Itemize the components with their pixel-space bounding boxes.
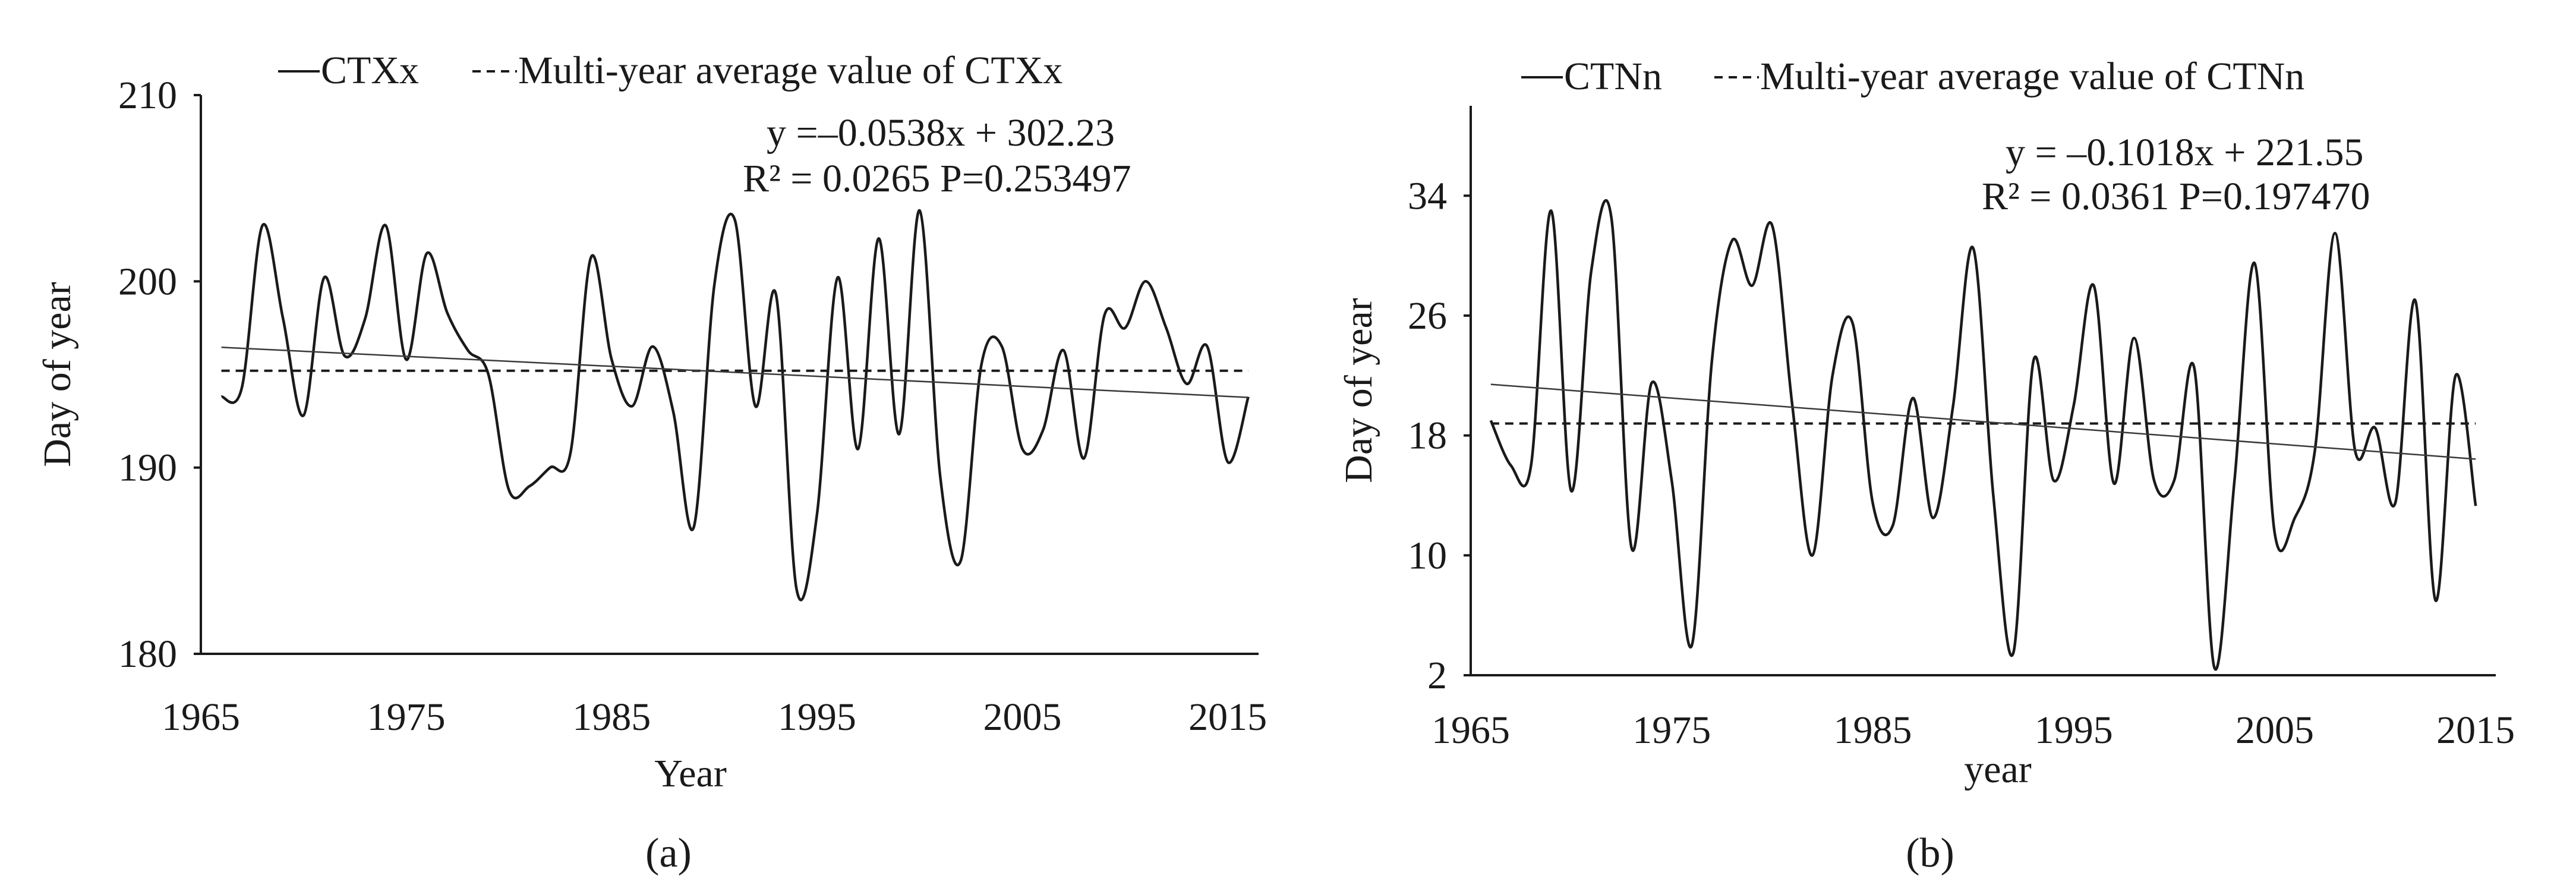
y-tick-label: 210 bbox=[118, 74, 177, 117]
trendline-a bbox=[221, 347, 1248, 398]
x-tick-label: 1985 bbox=[572, 695, 651, 739]
y-tick-label: 26 bbox=[1408, 294, 1447, 338]
y-tick-label: 34 bbox=[1408, 174, 1447, 218]
regression-stats: R² = 0.0361 P=0.197470 bbox=[1982, 175, 2370, 218]
series-line-ctxx bbox=[220, 209, 1250, 602]
x-tick-label: 1965 bbox=[162, 695, 240, 739]
x-tick-label: 1965 bbox=[1432, 709, 1510, 752]
regression-equation: y =–0.0538x + 302.23 bbox=[767, 111, 1115, 155]
y-tick-label: 180 bbox=[118, 632, 177, 676]
y-tick-label: 2 bbox=[1427, 654, 1447, 697]
regression-stats: R² = 0.0265 P=0.253497 bbox=[743, 157, 1131, 200]
regression-equation: y = –0.1018x + 221.55 bbox=[2006, 131, 2363, 174]
x-tick-label: 1995 bbox=[2035, 709, 2113, 752]
y-axis-title: Day of year bbox=[36, 282, 79, 467]
x-tick-label: 2005 bbox=[2236, 709, 2314, 752]
x-tick-label: 1975 bbox=[1632, 709, 1711, 752]
y-tick-label: 18 bbox=[1408, 414, 1447, 458]
x-tick-label: 2005 bbox=[983, 695, 1062, 739]
chart-panel-a: 180 190 200 210 1965 1975 1985 1995 2005 2015 Year… bbox=[36, 49, 1267, 876]
y-tick-label: 200 bbox=[118, 260, 177, 303]
x-axis-title: Year bbox=[654, 752, 727, 795]
y-tick-label: 10 bbox=[1408, 534, 1447, 577]
x-axis-title: year bbox=[1964, 748, 2032, 791]
trendline-b bbox=[1490, 383, 2476, 460]
legend: CTNn Multi-year average value of CTNn bbox=[1521, 55, 2304, 98]
y-axis-title: Day of year bbox=[1337, 298, 1380, 483]
legend-item-solid: CTNn bbox=[1564, 55, 1662, 98]
panel-label: (a) bbox=[645, 830, 692, 876]
legend-item-solid: CTXx bbox=[321, 49, 419, 92]
panel-label: (b) bbox=[1906, 830, 1954, 876]
x-tick-label: 1985 bbox=[1833, 709, 1912, 752]
legend: CTXx Multi-year average value of CTXx bbox=[278, 49, 1062, 92]
x-tick-label: 1975 bbox=[367, 695, 446, 739]
x-tick-label: 2015 bbox=[1188, 695, 1267, 739]
legend-item-dashed: Multi-year average value of CTXx bbox=[518, 49, 1062, 92]
x-tick-label: 2015 bbox=[2436, 709, 2515, 752]
chart-panel-b: 2 10 18 26 34 1965 1975 1985 1995 2005 2015 year Day… bbox=[1337, 55, 2515, 876]
y-tick-label: 190 bbox=[118, 446, 177, 490]
series-line-ctnn bbox=[1489, 199, 2477, 671]
legend-item-dashed: Multi-year average value of CTNn bbox=[1760, 55, 2304, 98]
x-tick-label: 1995 bbox=[778, 695, 856, 739]
